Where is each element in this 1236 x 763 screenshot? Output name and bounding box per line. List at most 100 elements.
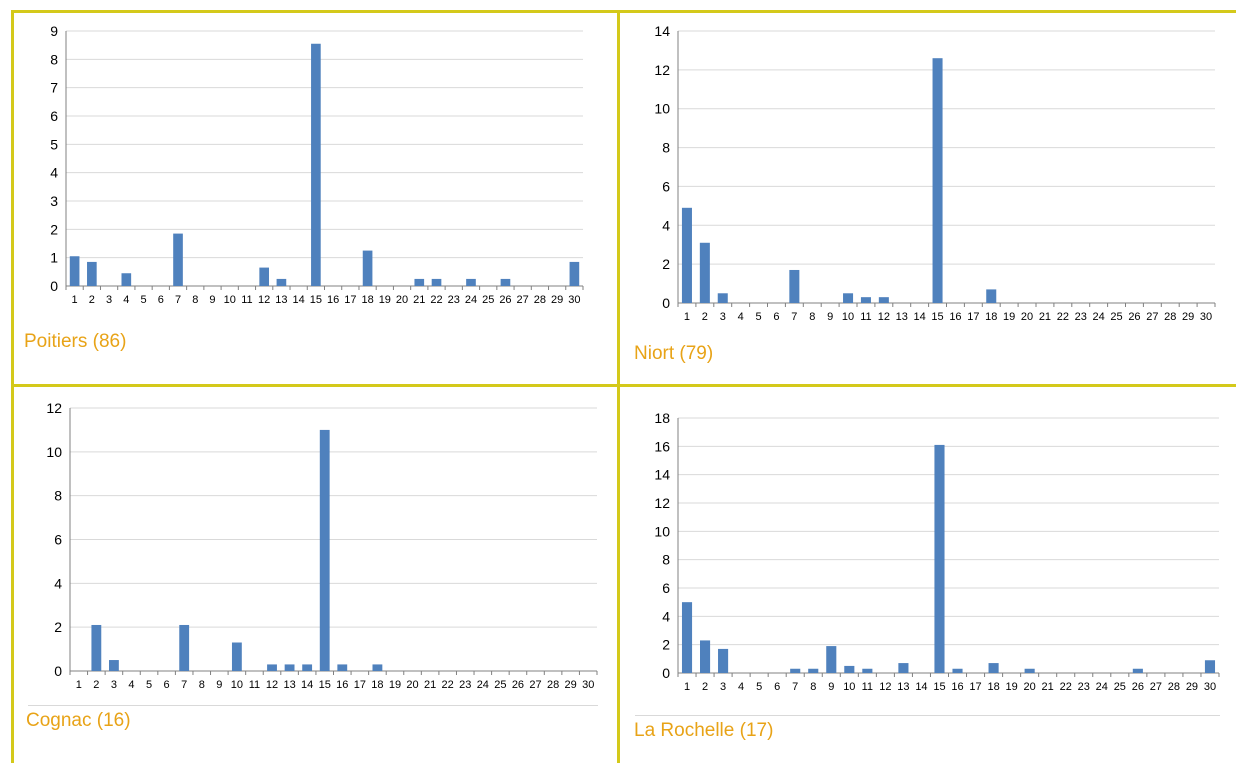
poitiers-x-tick-label: 15 (310, 294, 322, 306)
cognac-x-tick-label: 13 (283, 679, 295, 691)
cognac-bar-7 (179, 624, 190, 671)
niort-bar-12 (878, 297, 889, 303)
niort-x-tick-label: 12 (878, 311, 890, 323)
poitiers-x-tick-label: 21 (413, 294, 425, 306)
poitiers-x-tick-label: 9 (209, 294, 215, 306)
poitiers-y-tick-label: 0 (50, 278, 58, 294)
larochelle-x-tick-label: 7 (792, 681, 798, 693)
poitiers-x-tick-label: 27 (517, 294, 529, 306)
cognac-x-tick-label: 18 (371, 679, 383, 691)
larochelle-bar-1 (681, 602, 693, 673)
chart-niort: 0 2 4 6 8 10 12 14 1 2 3 4 5 6 7 8 9 10 11 12 13 14 15 16 17 18 19… (620, 13, 1236, 384)
niort-x-tick-label: 8 (809, 311, 815, 323)
poitiers-y-tick-label: 4 (50, 165, 58, 181)
cognac-x-tick-label: 12 (266, 679, 278, 691)
chart-cognac: 0 2 4 6 8 10 12 1 2 3 4 5 6 7 8 9 10 11 12 13 14 15 16 17 18 19 20… (14, 387, 617, 763)
poitiers-x-tick-label: 8 (192, 294, 198, 306)
larochelle-y-tick-label: 0 (662, 665, 670, 681)
cognac-x-tick-label: 21 (424, 679, 436, 691)
larochelle-x-tick-label: 21 (1042, 681, 1054, 693)
cognac-x-tick-label: 11 (249, 679, 260, 691)
cognac-x-tick-label: 2 (93, 679, 99, 691)
frame-horizontal-divider (12, 384, 1236, 387)
larochelle-x-tick-label: 4 (738, 681, 744, 693)
larochelle-x-tick-label: 30 (1204, 681, 1216, 693)
larochelle-bar-20 (1024, 668, 1035, 673)
niort-bar-7 (789, 269, 800, 303)
larochelle-x-tick-label: 23 (1078, 681, 1090, 693)
niort-x-tick-label: 15 (931, 311, 943, 323)
niort-bar-15 (932, 58, 943, 304)
larochelle-x-tick-label: 18 (987, 681, 999, 693)
niort-x-tick-label: 16 (949, 311, 961, 323)
niort-x-tick-label: 26 (1128, 311, 1140, 323)
poitiers-x-tick-label: 17 (344, 294, 356, 306)
niort-x-tick-label: 13 (896, 311, 908, 323)
cognac-x-tick-label: 29 (565, 679, 577, 691)
poitiers-x-tick-label: 10 (224, 294, 236, 306)
cognac-x-tick-label: 28 (547, 679, 559, 691)
larochelle-bar-13 (898, 663, 909, 673)
niort-x-tick-label: 4 (738, 311, 744, 323)
niort-y-tick-label: 0 (662, 295, 670, 311)
larochelle-x-tick-label: 14 (915, 681, 927, 693)
larochelle-x-tick-label: 19 (1005, 681, 1017, 693)
larochelle-bar-9 (826, 646, 837, 673)
cognac-bar-14 (302, 664, 313, 671)
niort-bar-3 (717, 293, 728, 303)
larochelle-x-tick-label: 2 (702, 681, 708, 693)
niort-x-tick-label: 5 (755, 311, 761, 323)
niort-x-tick-label: 28 (1164, 311, 1176, 323)
niort-x-tick-label: 30 (1200, 311, 1212, 323)
larochelle-y-tick-label: 18 (654, 410, 670, 426)
poitiers-bar-7 (173, 233, 183, 286)
poitiers-bar-22 (431, 278, 442, 286)
cognac-bar-2 (91, 624, 102, 671)
poitiers-y-tick-label: 8 (50, 51, 58, 67)
poitiers-x-tick-label: 19 (379, 294, 391, 306)
larochelle-x-tick-label: 17 (969, 681, 981, 693)
poitiers-x-tick-label: 18 (361, 294, 373, 306)
niort-y-tick-label: 8 (662, 140, 670, 156)
poitiers-x-tick-label: 20 (396, 294, 408, 306)
niort-x-tick-label: 21 (1039, 311, 1051, 323)
larochelle-bar-2 (700, 640, 711, 673)
larochelle-y-tick-label: 8 (662, 552, 670, 568)
cognac-x-tick-label: 23 (459, 679, 471, 691)
niort-x-tick-label: 14 (914, 311, 926, 323)
poitiers-x-tick-label: 11 (241, 294, 252, 306)
poitiers-bar-1 (69, 256, 80, 286)
cognac-x-tick-label: 10 (231, 679, 243, 691)
cognac-y-tick-label: 6 (54, 532, 62, 548)
niort-y-tick-label: 6 (662, 178, 670, 194)
cognac-x-tick-label: 26 (512, 679, 524, 691)
poitiers-y-tick-label: 6 (50, 108, 58, 124)
poitiers-x-tick-label: 24 (465, 294, 477, 306)
cognac-y-tick-label: 2 (54, 619, 62, 635)
niort-x-tick-label: 24 (1093, 311, 1105, 323)
larochelle-caption-separator (635, 715, 1220, 716)
cognac-y-tick-label: 10 (46, 444, 62, 460)
poitiers-x-tick-label: 30 (568, 294, 580, 306)
larochelle-bar-7 (790, 668, 801, 673)
poitiers-bar-24 (466, 278, 476, 286)
niort-y-tick-label: 4 (662, 217, 670, 233)
poitiers-bar-4 (121, 273, 132, 286)
cognac-x-tick-label: 25 (494, 679, 506, 691)
poitiers-x-tick-label: 7 (175, 294, 181, 306)
niort-x-tick-label: 19 (1003, 311, 1015, 323)
niort-x-tick-label: 25 (1110, 311, 1122, 323)
cognac-y-tick-label: 8 (54, 488, 62, 504)
larochelle-x-tick-label: 20 (1024, 681, 1036, 693)
poitiers-x-tick-label: 5 (140, 294, 146, 306)
cognac-x-tick-label: 7 (181, 679, 187, 691)
niort-x-tick-label: 10 (842, 311, 854, 323)
poitiers-x-tick-label: 28 (534, 294, 546, 306)
larochelle-x-tick-label: 16 (951, 681, 963, 693)
cognac-x-tick-label: 6 (164, 679, 170, 691)
poitiers-bar-21 (414, 278, 425, 286)
cognac-x-tick-label: 15 (319, 679, 331, 691)
